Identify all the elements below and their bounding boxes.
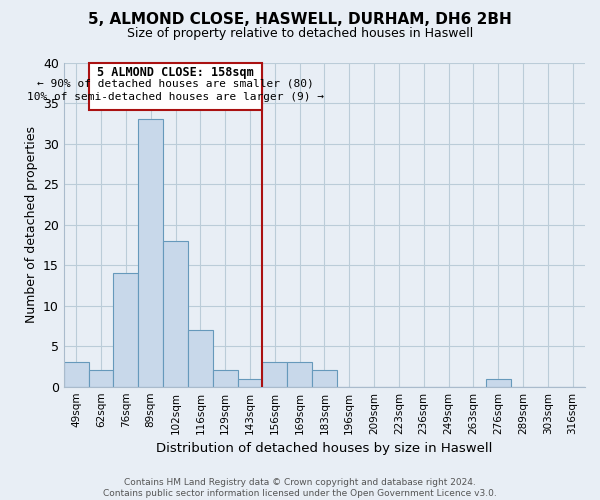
Bar [113,273,139,386]
Bar [312,370,337,386]
Text: 5 ALMOND CLOSE: 158sqm: 5 ALMOND CLOSE: 158sqm [97,66,254,78]
Y-axis label: Number of detached properties: Number of detached properties [25,126,38,323]
Bar [188,330,213,386]
X-axis label: Distribution of detached houses by size in Haswell: Distribution of detached houses by size … [156,442,493,455]
Bar [139,119,163,386]
Bar [64,362,89,386]
Text: Size of property relative to detached houses in Haswell: Size of property relative to detached ho… [127,28,473,40]
Text: 5, ALMOND CLOSE, HASWELL, DURHAM, DH6 2BH: 5, ALMOND CLOSE, HASWELL, DURHAM, DH6 2B… [88,12,512,28]
Bar [238,378,262,386]
Bar [287,362,312,386]
FancyBboxPatch shape [89,62,262,110]
Bar [163,241,188,386]
Text: Contains HM Land Registry data © Crown copyright and database right 2024.
Contai: Contains HM Land Registry data © Crown c… [103,478,497,498]
Text: ← 90% of detached houses are smaller (80): ← 90% of detached houses are smaller (80… [37,78,314,88]
Bar [89,370,113,386]
Text: 10% of semi-detached houses are larger (9) →: 10% of semi-detached houses are larger (… [27,92,324,102]
Bar [486,378,511,386]
Bar [262,362,287,386]
Bar [213,370,238,386]
